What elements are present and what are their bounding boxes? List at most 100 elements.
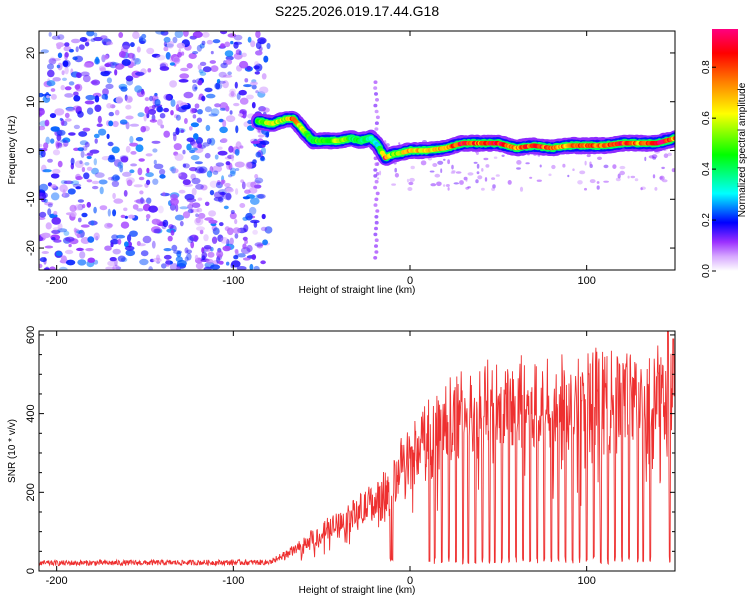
speckle-blob [652, 174, 656, 179]
speckle-blob [507, 180, 512, 185]
noise-blob [50, 173, 60, 179]
noise-blob [39, 143, 43, 148]
noise-blob [190, 154, 200, 161]
vertical-feature-dot [373, 232, 378, 237]
speckle-blob [398, 142, 401, 145]
noise-blob [93, 133, 100, 139]
noise-blob [264, 132, 270, 138]
noise-blob [78, 131, 88, 137]
vertical-feature-dot [373, 203, 378, 207]
snr-y-tick-label: 600 [25, 326, 37, 344]
noise-blob [49, 266, 56, 270]
noise-blob [255, 151, 262, 158]
speckle-blob [451, 164, 454, 170]
noise-blob [197, 197, 203, 201]
noise-blob [39, 257, 47, 263]
noise-blob [125, 104, 132, 110]
noise-blob [112, 62, 119, 66]
noise-blob [127, 214, 135, 219]
noise-blob [64, 249, 74, 255]
spectrogram-y-tick-label: -10 [25, 191, 37, 207]
noise-blob [115, 63, 124, 70]
speckle-blob [376, 177, 380, 180]
noise-blob [218, 80, 226, 84]
noise-blob [168, 224, 174, 230]
speckle-blob [445, 184, 450, 187]
noise-blob [123, 190, 128, 197]
speckle-blob [654, 187, 658, 191]
noise-blob [255, 31, 261, 39]
noise-blob [60, 139, 67, 143]
noise-blob [195, 262, 204, 270]
noise-blob [63, 230, 70, 236]
noise-blob [226, 227, 234, 236]
noise-blob [204, 201, 210, 206]
noise-blob [169, 80, 178, 88]
speckle-blob [519, 186, 524, 192]
noise-blob [137, 243, 146, 247]
noise-blob [190, 147, 198, 151]
noise-blob [209, 180, 218, 188]
snr-x-tick-label: -100 [222, 575, 244, 587]
noise-blob [182, 163, 187, 168]
noise-blob [106, 223, 114, 228]
noise-blob [83, 62, 93, 68]
noise-blob [230, 90, 235, 97]
noise-blob [217, 234, 224, 242]
noise-blob [229, 212, 237, 220]
speckle-blob [485, 164, 490, 168]
noise-blob [94, 58, 101, 65]
spectrogram-y-label: Frequency (Hz) [7, 116, 18, 185]
noise-blob [181, 104, 191, 110]
noise-blob [252, 159, 257, 165]
vertical-feature-dot [374, 179, 379, 184]
noise-blob [84, 141, 90, 148]
speckle-blob [603, 180, 609, 183]
noise-blob [222, 245, 231, 252]
noise-blob [51, 217, 61, 225]
snr-x-ticks: -200 -100 0 100 [46, 331, 596, 587]
noise-blob [57, 52, 63, 59]
noise-blob [54, 108, 65, 116]
noise-blob [75, 46, 79, 53]
noise-blob [121, 59, 131, 66]
noise-blob [146, 197, 152, 204]
noise-blob [219, 107, 227, 111]
noise-blob [243, 224, 249, 233]
noise-blob [224, 50, 234, 57]
noise-blob [119, 164, 124, 173]
noise-blob [148, 108, 157, 115]
noise-blob [220, 179, 225, 186]
speckle-blob [473, 161, 478, 164]
noise-blob [225, 59, 233, 65]
spectrogram-ridge [250, 110, 675, 166]
noise-blob [159, 168, 166, 175]
colorbar-tick-label: 0.8 [701, 60, 712, 74]
noise-blob [175, 114, 181, 121]
snr-line [39, 331, 675, 567]
noise-blob [98, 179, 108, 185]
noise-blob [250, 81, 258, 86]
noise-blob [241, 181, 246, 190]
colorbar-label: Normalized spectral amplitude [737, 82, 748, 217]
noise-blob [255, 194, 265, 199]
noise-blob [94, 104, 102, 113]
noise-blob [113, 198, 124, 204]
noise-blob [141, 33, 147, 39]
noise-blob [154, 99, 161, 106]
speckle-blob [453, 182, 460, 185]
noise-blob [229, 110, 233, 115]
speckle-blob [407, 187, 413, 191]
noise-blob [120, 45, 130, 50]
noise-blob [194, 254, 199, 261]
noise-blob [117, 161, 124, 169]
speckle-blob [437, 160, 444, 165]
snr-y-tick-label: 0 [25, 568, 37, 574]
noise-blob [207, 251, 215, 258]
noise-blob [63, 139, 69, 147]
noise-blob [229, 88, 236, 95]
noise-blob [176, 250, 182, 258]
speckle-blob [379, 170, 382, 176]
speckle-blob [577, 180, 583, 185]
noise-blob [190, 241, 195, 249]
